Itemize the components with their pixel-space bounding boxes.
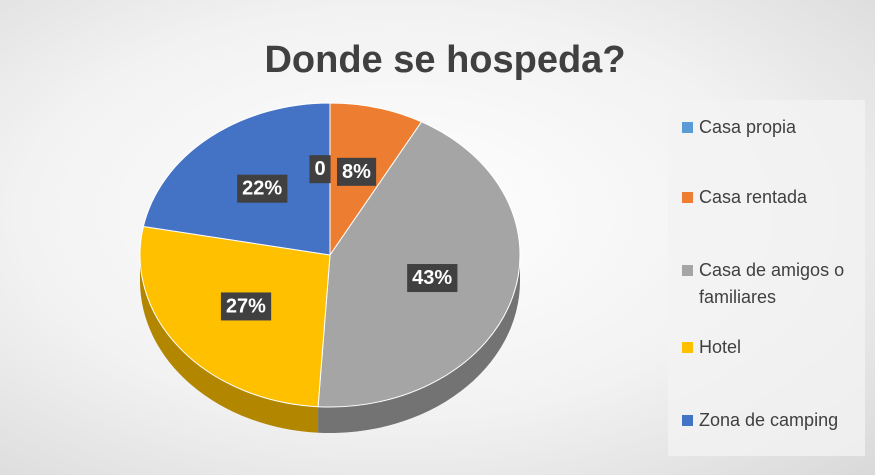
legend-label: Hotel — [699, 337, 742, 357]
legend-label: Casa rentada — [699, 187, 808, 207]
data-label: 0 — [309, 155, 331, 184]
legend-swatch — [682, 122, 693, 133]
slice-side — [318, 255, 520, 434]
chart-title: Donde se hospeda? — [264, 39, 625, 81]
legend-swatch — [682, 265, 693, 276]
data-label: 22% — [237, 174, 288, 203]
legend-label: Casa de amigos o familiares — [699, 260, 845, 307]
legend-item: Hotel — [682, 334, 862, 361]
data-label-text: 43% — [412, 267, 452, 289]
data-label: 8% — [337, 157, 377, 186]
legend-item: Casa rentada — [682, 184, 862, 211]
data-label: 43% — [407, 264, 458, 293]
legend: Casa propia Casa rentada Casa de amigos o … — [668, 100, 865, 456]
data-label-text: 0 — [314, 158, 325, 180]
legend-swatch — [682, 192, 693, 203]
data-label-box — [337, 157, 377, 186]
data-label-text: 27% — [226, 295, 266, 317]
data-label-text: 8% — [342, 161, 371, 183]
data-label: 27% — [220, 292, 272, 321]
data-label-box — [407, 264, 458, 293]
legend-item: Casa propia — [682, 114, 862, 141]
legend-label: Zona de camping — [699, 410, 839, 430]
slice — [142, 102, 331, 256]
data-label-box — [220, 292, 272, 321]
legend-swatch — [682, 342, 693, 353]
legend-item: Casa de amigos o familiares — [682, 257, 862, 311]
legend-label: Casa propia — [699, 117, 797, 137]
legend-item: Zona de camping — [682, 407, 862, 434]
legend-swatch — [682, 415, 693, 426]
data-label-text: 22% — [242, 178, 282, 200]
data-label-box — [237, 174, 288, 203]
data-label-box — [309, 155, 331, 184]
